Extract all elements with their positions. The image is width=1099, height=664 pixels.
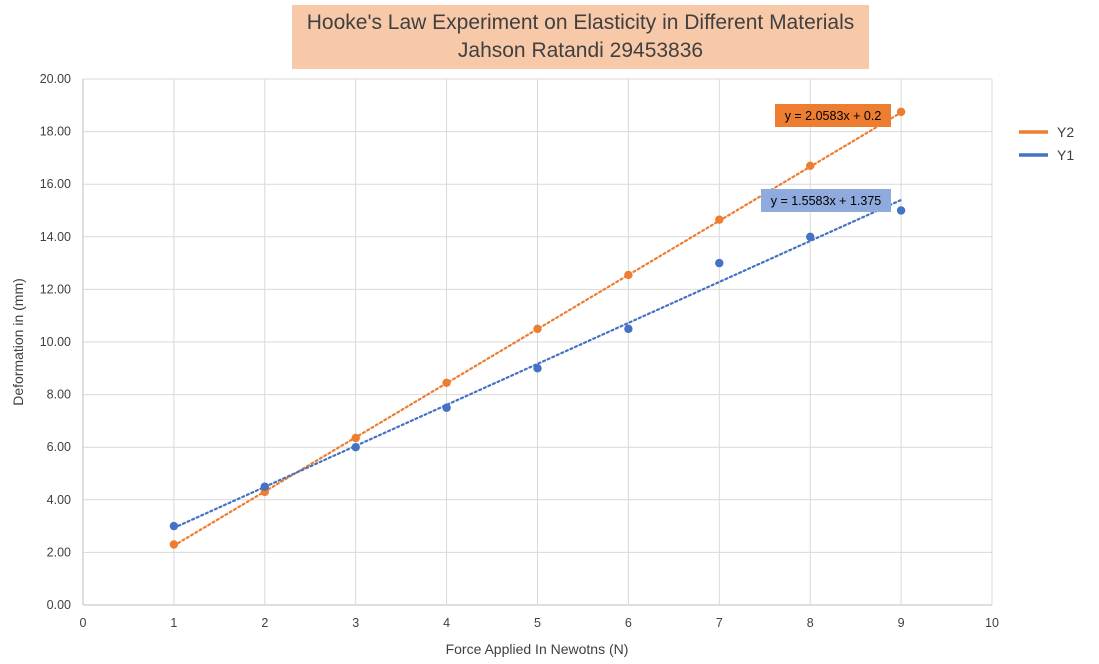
data-point (533, 324, 542, 334)
data-point (351, 433, 360, 443)
y-tick-label: 10.00 (40, 335, 71, 349)
data-point (351, 443, 360, 452)
y-tick-label: 14.00 (40, 230, 71, 244)
equation-labels: y = 2.0583x + 0.2 y = 1.5583x + 1.375 (761, 104, 891, 212)
data-point (624, 270, 633, 280)
data-point (806, 161, 815, 170)
x-tick-label: 3 (352, 616, 359, 630)
y-tick-label: 16.00 (40, 177, 71, 191)
data-point (533, 364, 542, 373)
y-tick-label: 18.00 (40, 125, 71, 139)
x-tick-label: 8 (807, 616, 814, 630)
y-tick-label: 2.00 (47, 545, 71, 559)
data-point (715, 215, 724, 224)
equation-label-box (775, 104, 891, 127)
y-tick-label: 0.00 (47, 598, 71, 612)
legend-entry: Y2 (1057, 124, 1074, 140)
equation-label-box (761, 189, 891, 212)
data-point (896, 107, 906, 117)
x-tick-label: 5 (534, 616, 541, 630)
x-tick-label: 1 (170, 616, 177, 630)
y-tick-label: 8.00 (47, 388, 71, 402)
y-tick-label: 12.00 (40, 282, 71, 296)
trendlines (172, 111, 903, 547)
x-tick-label: 7 (716, 616, 723, 630)
legend-entry: Y1 (1057, 147, 1074, 163)
trendline-equation: y = 2.0583x + 0.2 (785, 109, 882, 123)
data-point (169, 521, 179, 531)
data-point (442, 403, 451, 412)
x-tick-label: 0 (80, 616, 87, 630)
x-tick-label: 9 (898, 616, 905, 630)
x-tick-label: 10 (985, 616, 999, 630)
data-point (896, 206, 906, 215)
x-tick-label: 2 (261, 616, 268, 630)
y-tick-label: 6.00 (47, 440, 71, 454)
grid-lines (82, 78, 993, 606)
data-point (442, 378, 451, 387)
chart-subtitle: Jahson Ratandi 29453836 (457, 39, 704, 62)
y-axis-label: Deformation in (mm) (10, 278, 26, 406)
trendline-equation: y = 1.5583x + 1.375 (771, 194, 882, 208)
trendline (172, 198, 903, 529)
data-point (806, 232, 815, 241)
x-tick-label: 4 (443, 616, 450, 630)
y-tick-label: 20.00 (40, 72, 71, 86)
x-axis-label: Force Applied In Newotns (N) (446, 641, 629, 657)
x-tick-label: 6 (625, 616, 632, 630)
data-point (624, 324, 633, 334)
data-point (260, 482, 269, 491)
data-point (715, 258, 724, 268)
data-points (169, 107, 906, 549)
data-point (169, 540, 179, 549)
chart-title: Hooke's Law Experiment on Elasticity in … (306, 11, 855, 34)
y-tick-label: 4.00 (47, 493, 71, 507)
chart-title-box: Hooke's Law Experiment on Elasticity in … (292, 5, 869, 69)
tick-labels: 0.00 2.00 4.00 6.00 8.00 10.00 12.00 14.00 16.00… (40, 72, 999, 630)
